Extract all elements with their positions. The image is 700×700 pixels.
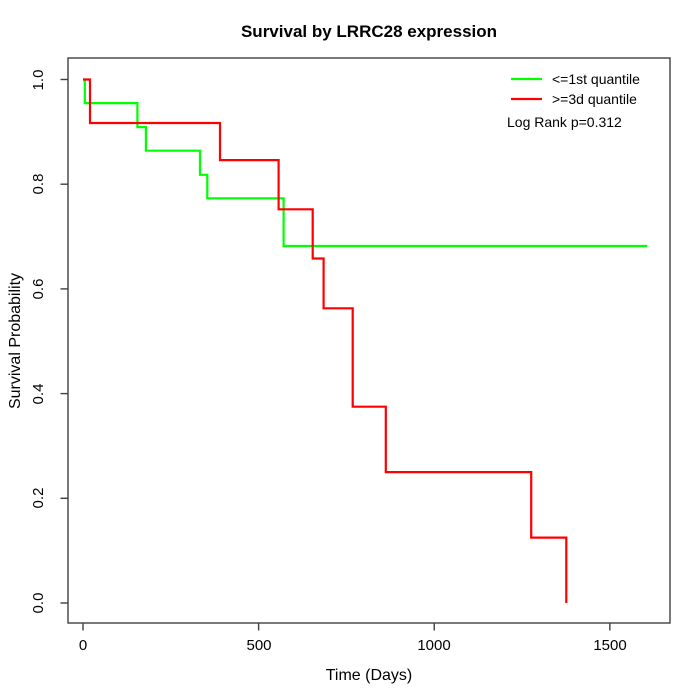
y-tick-label-0.6: 0.6 <box>30 278 47 300</box>
x-tick-label-0: 0 <box>78 637 88 654</box>
y-tick-label-0.2: 0.2 <box>30 487 47 509</box>
x-axis-ticks <box>82 623 611 631</box>
legend-label-high-expression: >=3d quantile <box>552 91 637 107</box>
x-tick-label-1000: 1000 <box>417 637 451 654</box>
y-tick-label-1.0: 1.0 <box>30 69 47 91</box>
x-tick-label-500: 500 <box>246 637 272 654</box>
y-axis-ticks <box>60 78 68 604</box>
y-tick-label-0.0: 0.0 <box>30 592 47 614</box>
legend-label-low-expression: <=1st quantile <box>552 71 640 87</box>
chart-title: Survival by LRRC28 expression <box>240 22 498 41</box>
plot-frame <box>67 57 671 624</box>
km-curve-high-expression <box>83 78 568 603</box>
survival-curves <box>83 78 648 603</box>
y-tick-label-0.4: 0.4 <box>30 383 47 405</box>
x-axis-label: Time (Days) <box>325 667 413 684</box>
y-axis-label: Survival Probability <box>7 272 24 410</box>
y-tick-label-0.8: 0.8 <box>30 173 47 195</box>
legend-swatches <box>511 77 542 101</box>
x-tick-label-1500: 1500 <box>593 637 627 654</box>
log-rank-pvalue: Log Rank p=0.312 <box>507 114 622 130</box>
km-curve-low-expression <box>83 78 648 248</box>
